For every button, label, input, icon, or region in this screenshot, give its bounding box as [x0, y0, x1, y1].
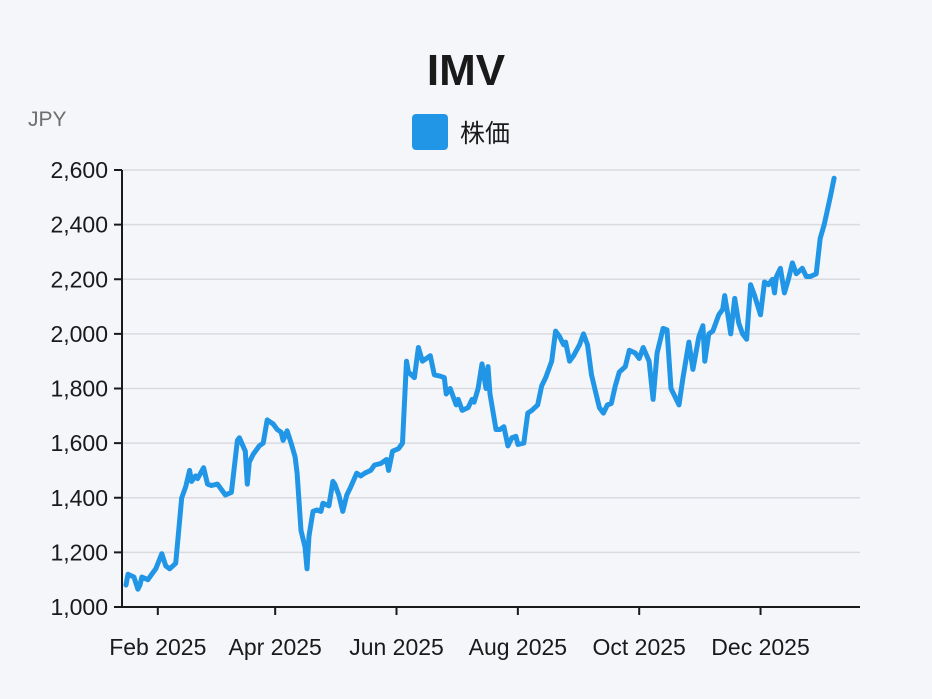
x-tick-label: Dec 2025	[711, 634, 809, 660]
y-tick-label: 1,400	[50, 485, 108, 511]
series-line-stock-price[interactable]	[123, 175, 837, 592]
y-tick-label: 1,600	[50, 430, 108, 456]
y-axis-unit-label: JPY	[28, 108, 67, 131]
x-tick-label: Jun 2025	[349, 634, 444, 660]
x-tick-label: Feb 2025	[109, 634, 206, 660]
x-tick-label: Aug 2025	[469, 634, 567, 660]
y-axis-ticks: 1,000 1,200 1,400 1,600 1,800 2,000 2,200 2,400…	[50, 157, 122, 620]
y-tick-label: 1,800	[50, 376, 108, 402]
y-tick-label: 2,200	[50, 266, 108, 292]
y-tick-label: 2,400	[50, 212, 108, 238]
y-tick-label: 1,000	[50, 594, 108, 620]
y-tick-label: 2,000	[50, 321, 108, 347]
x-axis-ticks: Feb 2025 Apr 2025 Jun 2025 Aug 2025 Oct 2025…	[109, 607, 810, 660]
legend-swatch	[412, 114, 448, 150]
y-tick-label: 1,200	[50, 539, 108, 565]
x-tick-label: Oct 2025	[593, 634, 686, 660]
chart-title: IMV	[426, 46, 506, 95]
legend[interactable]: 株価	[412, 114, 510, 150]
x-tick-label: Apr 2025	[228, 634, 321, 660]
legend-label: 株価	[460, 120, 511, 148]
y-tick-label: 2,600	[50, 157, 108, 183]
